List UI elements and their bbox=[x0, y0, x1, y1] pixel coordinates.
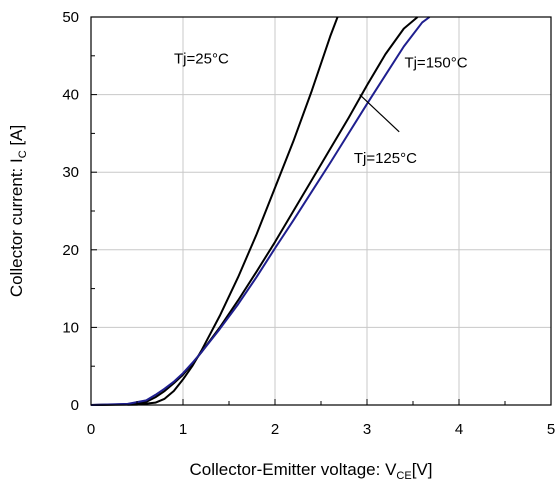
series-line-tj-125-c bbox=[90, 16, 419, 406]
tick-marks bbox=[90, 16, 552, 406]
y-tick-label: 10 bbox=[62, 319, 79, 336]
series-line-tj-150-c bbox=[90, 16, 431, 406]
y-tick-label: 50 bbox=[62, 9, 79, 26]
x-tick-label: 5 bbox=[547, 421, 555, 438]
curve-label: Tj=25°C bbox=[174, 51, 229, 68]
y-tick-label: 0 bbox=[71, 397, 79, 414]
y-tick-labels: 0 10 20 30 40 50 bbox=[62, 9, 79, 414]
grid bbox=[91, 17, 551, 405]
y-axis-label: Collector current: IC [A] bbox=[7, 125, 29, 297]
x-tick-label: 3 bbox=[363, 421, 371, 438]
x-tick-label: 1 bbox=[179, 421, 187, 438]
annotations: Tj=25°C Tj=150°C Tj=125°C bbox=[174, 51, 468, 167]
pointer-line bbox=[359, 94, 400, 133]
x-tick-label: 2 bbox=[271, 421, 279, 438]
x-tick-label: 4 bbox=[455, 421, 463, 438]
curve-label: Tj=150°C bbox=[404, 54, 467, 71]
x-tick-label: 0 bbox=[87, 421, 95, 438]
x-axis-label: Collector-Emitter voltage: VCE[V] bbox=[190, 460, 433, 482]
x-tick-labels: 0 1 2 3 4 5 bbox=[87, 421, 555, 438]
series-lines bbox=[90, 16, 431, 406]
plot-frame bbox=[90, 16, 552, 406]
y-tick-label: 40 bbox=[62, 87, 79, 104]
y-tick-label: 20 bbox=[62, 242, 79, 259]
y-tick-label: 30 bbox=[62, 164, 79, 181]
series-line-tj-25-c bbox=[90, 16, 339, 406]
curve-label: Tj=125°C bbox=[354, 150, 417, 167]
